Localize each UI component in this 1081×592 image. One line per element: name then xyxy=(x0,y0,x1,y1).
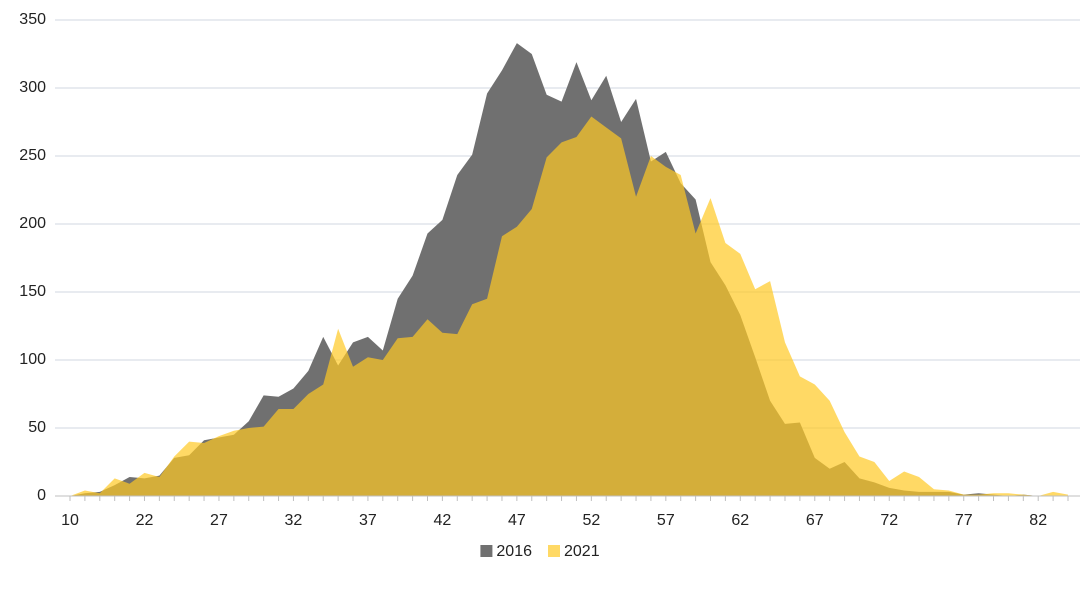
legend-swatch xyxy=(480,545,493,557)
y-tick-label: 0 xyxy=(37,487,46,504)
y-tick-label: 300 xyxy=(19,79,46,96)
x-tick-label: 47 xyxy=(508,512,526,529)
x-tick-label: 72 xyxy=(880,512,898,529)
y-tick-label: 50 xyxy=(28,419,46,436)
y-tick-label: 200 xyxy=(19,215,46,232)
x-tick-label: 62 xyxy=(731,512,749,529)
x-tick-label: 37 xyxy=(359,512,377,529)
x-tick-label: 67 xyxy=(806,512,824,529)
x-tick-label: 10 xyxy=(61,512,79,529)
x-tick-label: 32 xyxy=(285,512,303,529)
legend: 2016 2021 xyxy=(480,543,600,560)
legend-item: 2016 xyxy=(480,543,532,560)
legend-label: 2021 xyxy=(564,543,600,560)
y-tick-label: 100 xyxy=(19,351,46,368)
x-tick-label: 27 xyxy=(210,512,228,529)
x-tick-label: 42 xyxy=(433,512,451,529)
legend-swatch xyxy=(548,545,560,557)
legend-label: 2016 xyxy=(496,543,532,560)
y-tick-label: 250 xyxy=(19,147,46,164)
x-tick-label: 22 xyxy=(136,512,154,529)
x-tick-label: 52 xyxy=(582,512,600,529)
y-tick-label: 350 xyxy=(19,11,46,28)
x-tick-label: 57 xyxy=(657,512,675,529)
x-tick-label: 77 xyxy=(955,512,973,529)
area xyxy=(70,116,1068,496)
y-tick-label: 150 xyxy=(19,283,46,300)
legend-item: 2021 xyxy=(548,543,600,560)
x-tick-label: 82 xyxy=(1029,512,1047,529)
